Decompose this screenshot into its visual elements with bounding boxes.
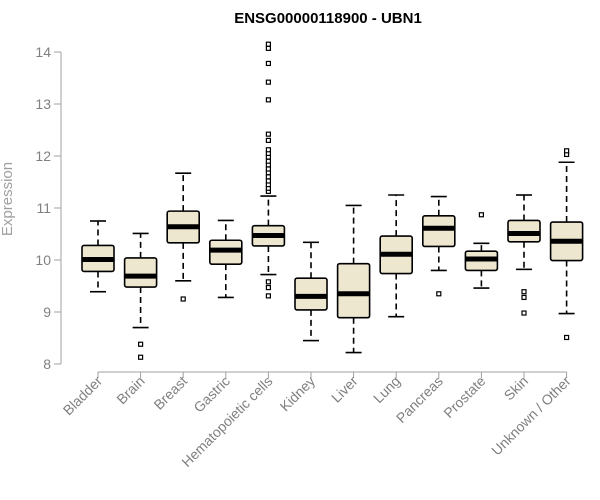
- outlier-point: [265, 41, 271, 47]
- y-tick-label: 10: [35, 252, 51, 268]
- x-tick-label: Bladder: [60, 373, 106, 419]
- outlier-point: [521, 289, 527, 295]
- outlier-point: [436, 291, 442, 297]
- outlier-point: [265, 279, 271, 285]
- x-tick-label: Gastric: [190, 373, 233, 416]
- outlier-point: [265, 293, 271, 299]
- outlier-point: [478, 212, 484, 218]
- outlier-point: [265, 284, 271, 291]
- outlier-point: [265, 60, 271, 67]
- x-tick-label: Prostate: [440, 373, 488, 421]
- x-tick-label: Liver: [328, 373, 361, 406]
- y-tick-label: 11: [36, 200, 51, 216]
- box-gastric: [209, 219, 243, 299]
- outlier-point: [265, 97, 271, 103]
- x-tick-label: Pancreas: [393, 373, 446, 426]
- outlier-point: [521, 310, 527, 316]
- y-tick-label: 14: [35, 44, 51, 60]
- y-tick-label: 12: [35, 148, 51, 164]
- y-tick-label: 8: [43, 356, 51, 372]
- box-unknown-other: [549, 148, 584, 341]
- box-prostate: [464, 212, 499, 289]
- x-tick-label: Brain: [113, 373, 147, 407]
- box-lung: [379, 194, 414, 318]
- outlier-point: [138, 341, 144, 347]
- outlier-point: [265, 178, 271, 184]
- x-tick-label: Skin: [501, 373, 532, 404]
- chart-title: ENSG00000118900 - UBN1: [234, 10, 422, 27]
- y-axis-label: Expression: [0, 162, 16, 236]
- box-hematopoietic-cells: [251, 41, 286, 299]
- boxes: [81, 41, 584, 360]
- box-kidney: [294, 241, 328, 342]
- box-iqr: [421, 215, 456, 248]
- outlier-point: [265, 174, 271, 180]
- x-tick-label: Lung: [370, 373, 403, 406]
- box-pancreas: [421, 195, 456, 297]
- box-liver: [336, 204, 371, 354]
- box-breast: [166, 172, 200, 302]
- y-tick-label: 13: [35, 96, 51, 112]
- x-tick-label: Kidney: [277, 373, 319, 415]
- outlier-point: [180, 296, 186, 302]
- outlier-point: [265, 158, 271, 164]
- outlier-point: [265, 137, 271, 143]
- box-brain: [123, 232, 158, 360]
- outlier-point: [563, 334, 570, 341]
- box-iqr: [336, 262, 371, 319]
- outlier-point: [265, 79, 271, 85]
- outlier-point: [265, 166, 271, 172]
- outlier-point: [265, 45, 271, 51]
- outlier-point: [521, 294, 527, 301]
- y-tick-label: 9: [43, 304, 51, 320]
- box-skin: [507, 194, 541, 316]
- outlier-point: [265, 131, 271, 137]
- outlier-point: [138, 354, 144, 360]
- axes: 8 9 10 11 12 13 14: [35, 44, 568, 378]
- box-iqr: [123, 257, 158, 288]
- outlier-point: [265, 147, 271, 153]
- x-tick-label: Unknown / Other: [488, 373, 574, 459]
- outlier-point: [563, 148, 570, 154]
- x-tick-label: Breast: [150, 373, 190, 413]
- box-bladder: [81, 220, 115, 293]
